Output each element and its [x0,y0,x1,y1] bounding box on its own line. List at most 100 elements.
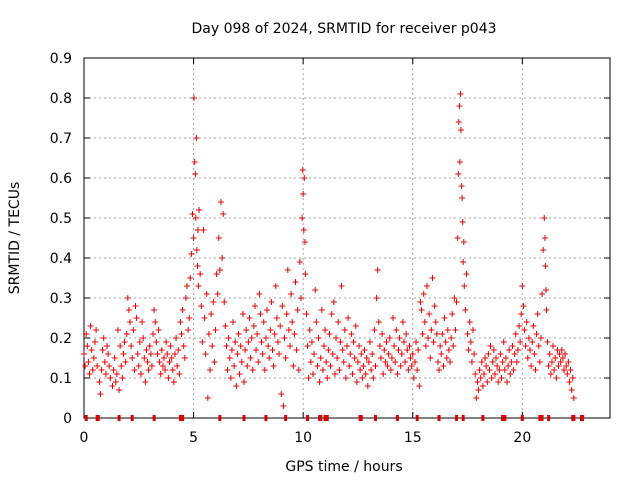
data-point [301,175,308,181]
data-point [226,355,233,361]
data-point [109,383,116,389]
data-point [246,315,253,321]
data-point [175,347,182,353]
data-point [370,375,377,381]
data-point [87,323,94,329]
data-point [413,339,420,345]
data-point [239,311,246,317]
data-point [557,359,564,365]
data-point [210,299,217,305]
x-tick-label: 15 [404,430,422,446]
x-tick-label: 10 [294,430,312,446]
data-point [186,315,193,321]
plot-frame [83,57,611,419]
data-point [425,335,432,341]
data-point [299,167,306,173]
data-point [306,327,313,333]
data-point [356,343,363,349]
zero-flag-mark [540,415,544,421]
data-point [213,271,220,277]
data-point [219,255,226,261]
data-point [373,295,380,301]
data-point [494,363,501,369]
data-point [436,367,443,373]
data-point [324,375,331,381]
data-point [371,327,378,333]
x-tick-label: 5 [189,430,198,446]
data-point [305,375,312,381]
data-point [423,283,430,289]
data-point [505,363,512,369]
data-point [159,363,166,369]
data-point [255,359,262,365]
data-point [272,283,279,289]
data-point [194,227,201,233]
data-point [196,207,203,213]
data-point [431,303,438,309]
data-point [345,315,352,321]
data-point [353,379,360,385]
data-point [230,319,237,325]
data-point [349,371,356,377]
data-point [200,227,207,233]
data-point [405,367,412,373]
zero-flag-mark [325,415,329,421]
data-point [530,323,537,329]
data-point [170,379,177,385]
data-point [131,367,138,373]
data-point [440,363,447,369]
data-point [448,335,455,341]
data-point [441,315,448,321]
data-point [204,395,211,401]
data-point [519,283,526,289]
data-point [197,271,204,277]
zero-flag-mark [481,415,485,421]
data-point [377,355,384,361]
data-point [153,339,160,345]
zero-flag-mark [520,415,524,421]
data-point [134,351,141,357]
data-point [395,347,402,353]
data-point [251,303,258,309]
data-point [167,343,174,349]
data-point [335,319,342,325]
data-point [94,363,101,369]
data-point [319,367,326,373]
data-point [524,355,531,361]
data-point [458,183,465,189]
data-point [244,363,251,369]
data-point [329,351,336,357]
data-point [351,355,358,361]
data-point [551,367,558,373]
data-point [454,235,461,241]
data-point [546,351,553,357]
data-point [336,367,343,373]
data-point [406,343,413,349]
data-point [511,351,518,357]
data-point [498,375,505,381]
data-point [402,359,409,365]
data-point [400,339,407,345]
y-tick-label: 0.2 [50,331,72,347]
data-point [154,351,161,357]
data-point [547,371,554,377]
data-point [455,171,462,177]
data-point [100,335,107,341]
data-point [139,319,146,325]
data-point [162,367,169,373]
y-tick-label: 0.1 [50,371,72,387]
zero-flag-mark [373,415,377,421]
data-point [548,359,555,365]
data-point [516,323,523,329]
data-point [407,355,414,361]
data-point [467,339,474,345]
data-point [404,347,411,353]
data-point [89,367,96,373]
data-point [449,311,456,317]
data-point [476,367,483,373]
data-point [193,247,200,253]
data-point [98,367,105,373]
data-point [512,331,519,337]
data-point [495,379,502,385]
data-point [470,327,477,333]
